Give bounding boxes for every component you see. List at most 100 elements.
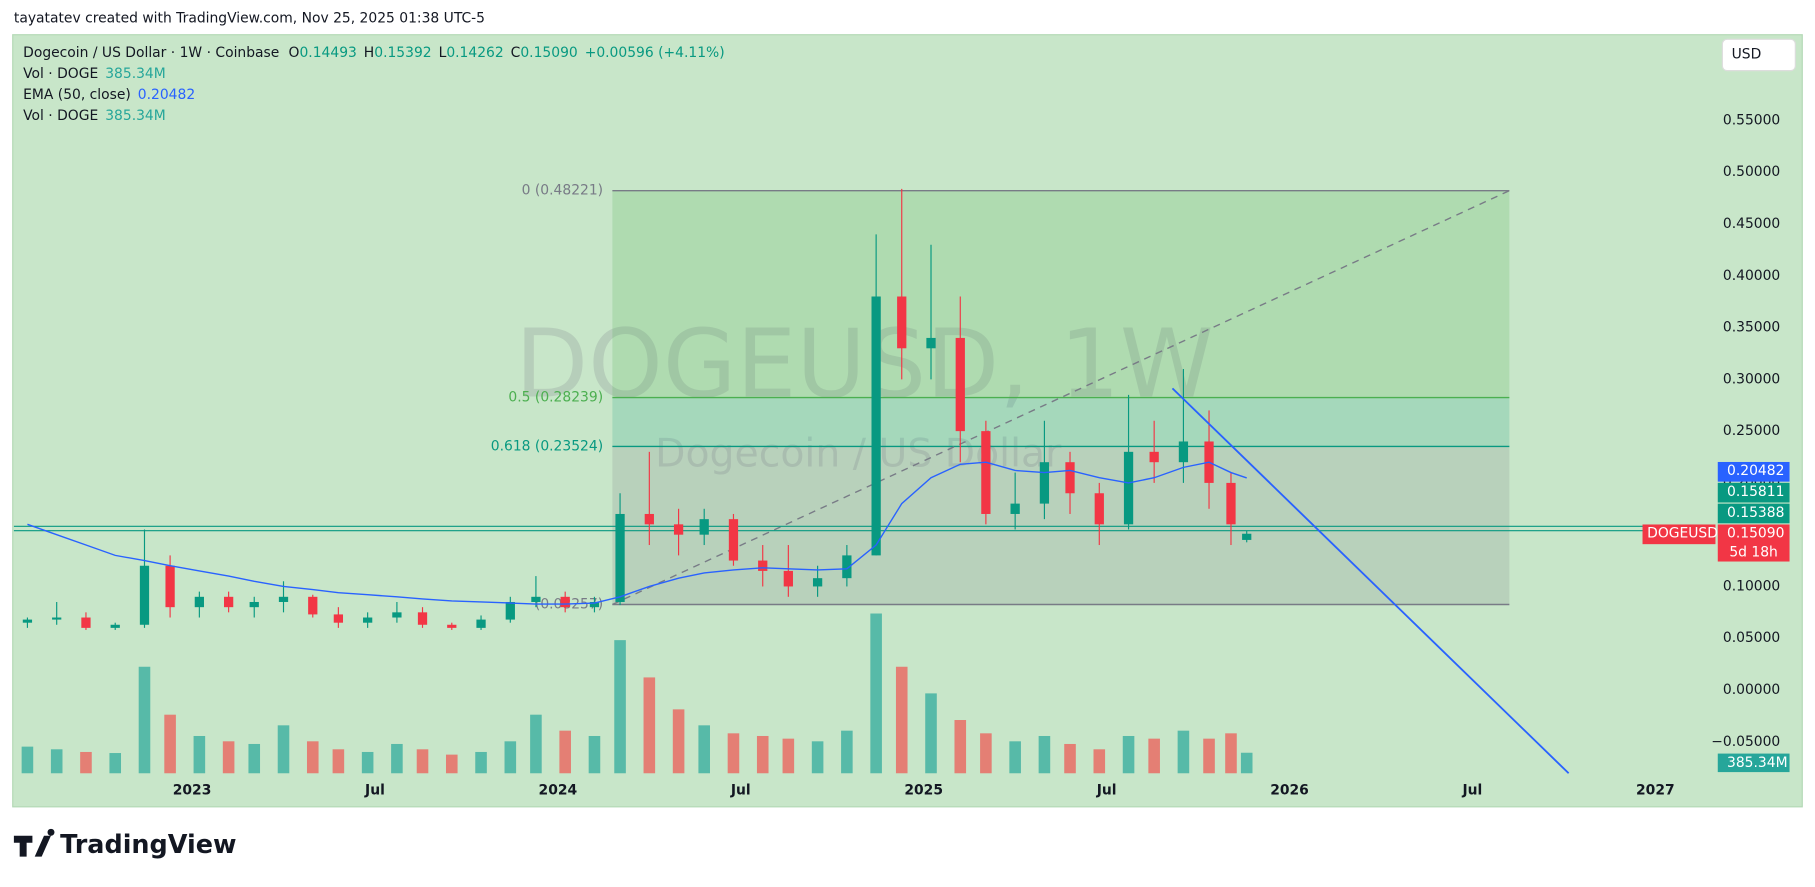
currency-button[interactable] <box>1721 38 1796 72</box>
fib-band <box>612 397 1510 447</box>
candle-body <box>812 578 823 587</box>
indicator-legend: EMA (50, close) 0.20482 <box>23 87 195 103</box>
candle-body <box>392 612 402 618</box>
candle-body <box>476 619 486 628</box>
candle-body <box>758 560 768 571</box>
indicator-name: Vol · DOGE <box>23 108 98 124</box>
volume-bar <box>1148 738 1160 774</box>
candle-body <box>1010 503 1020 514</box>
y-tick-label: 0.35000 <box>1723 320 1780 336</box>
volume-label: 385.34M <box>1727 755 1788 771</box>
volume-bar <box>756 735 769 774</box>
ohlc-key: L <box>439 45 447 61</box>
volume-bar <box>50 749 63 774</box>
candle-body <box>165 565 175 608</box>
x-tick-label: 2025 <box>904 783 943 799</box>
last-price-box <box>1717 524 1790 562</box>
indicator-legend: Vol · DOGE 385.34M <box>23 66 166 82</box>
candle-body <box>22 619 33 623</box>
candle-body <box>139 565 150 625</box>
volume-bar <box>1064 743 1076 774</box>
header: tayatatev created with TradingView.com, … <box>14 11 485 27</box>
volume-bar <box>80 751 92 774</box>
ema-price-label-box <box>1717 461 1790 482</box>
y-tick-label: 0.05000 <box>1723 630 1780 646</box>
candle-body <box>644 513 654 525</box>
volume-bar <box>391 743 403 774</box>
volume-bar <box>925 693 937 774</box>
candle-body <box>505 601 515 620</box>
ohlc-key: O <box>289 45 300 61</box>
candle-body <box>783 570 793 587</box>
volume-bar <box>588 735 601 774</box>
y-tick-label: 0.50000 <box>1723 164 1780 180</box>
fib-label: 0 (0.48221) <box>522 183 603 199</box>
candle-body <box>278 596 289 602</box>
volume-bar <box>1240 752 1253 774</box>
volume-bar <box>332 749 345 774</box>
price-line-label-box <box>1717 503 1790 524</box>
last-price: 0.15090 <box>1727 526 1784 542</box>
y-tick-label: 0.00000 <box>1723 682 1780 698</box>
indicator-value: 0.20482 <box>138 87 195 103</box>
volume-bar <box>841 730 853 774</box>
symbol-tag: DOGEUSD <box>1647 526 1718 542</box>
candle-body <box>981 431 991 514</box>
volume-bar <box>954 720 967 774</box>
logo-mark <box>13 828 55 857</box>
indicator-name: Vol · DOGE <box>23 66 98 82</box>
ema-line <box>27 461 1247 605</box>
candle-body <box>955 337 965 432</box>
volume-bar <box>870 613 882 774</box>
y-tick-label: 0.55000 <box>1723 112 1780 128</box>
candle-body <box>333 614 344 623</box>
price-line-label: 0.15811 <box>1727 484 1784 500</box>
candle-body <box>1123 451 1134 525</box>
fib-band <box>612 446 1510 605</box>
symbol-tag-box <box>1642 524 1716 545</box>
legend-symbol: Dogecoin / US Dollar · 1W · Coinbase <box>23 45 279 61</box>
y-tick-label: 0.25000 <box>1723 423 1780 439</box>
volume-bar <box>895 666 908 774</box>
volume-bar <box>698 725 710 774</box>
fib-label: 0.618 (0.23524) <box>491 438 603 454</box>
volume-bar <box>1203 738 1215 774</box>
x-tick-label: Jul <box>1462 783 1483 799</box>
candle-body <box>223 596 234 608</box>
x-tick-label: Jul <box>364 783 385 799</box>
candle-body <box>52 617 62 620</box>
candle-body <box>110 624 120 628</box>
volume-bar <box>248 743 261 774</box>
indicator-value: 385.34M <box>105 108 166 124</box>
candle-body <box>897 296 907 349</box>
volume-bar <box>1093 749 1106 774</box>
volume-bar <box>782 738 795 774</box>
candle-body <box>560 596 570 608</box>
candle-body <box>447 624 457 628</box>
volume-bar <box>643 677 656 774</box>
footer-brand: TradingView <box>60 830 236 860</box>
y-tick-label: 0.45000 <box>1723 216 1780 232</box>
volume-bar <box>559 730 571 774</box>
legend-change: +0.00596 (+4.11%) <box>585 45 725 61</box>
volume-bar <box>222 741 235 774</box>
candle-body <box>308 596 318 615</box>
volume-bar <box>1225 733 1237 774</box>
volume-bar <box>277 725 290 774</box>
ohlc-value: 0.14262 <box>446 45 503 61</box>
y-tick-label: 0.30000 <box>1723 371 1780 387</box>
volume-bar <box>672 709 685 774</box>
indicator-name: EMA (50, close) <box>23 87 131 103</box>
volume-bar <box>21 746 34 774</box>
ohlc-key: H <box>364 45 374 61</box>
candle-body <box>589 601 600 608</box>
ohlc-value: 0.14493 <box>299 45 356 61</box>
fib-label: 0.5 (0.28239) <box>508 390 603 406</box>
candle-body <box>699 519 709 535</box>
currency[interactable]: USD <box>1732 46 1762 62</box>
x-tick-label: 2026 <box>1270 783 1309 799</box>
volume-bar <box>445 754 458 774</box>
fib-band <box>612 190 1510 398</box>
x-tick-label: 2027 <box>1636 783 1675 799</box>
volume-bar <box>475 751 487 774</box>
